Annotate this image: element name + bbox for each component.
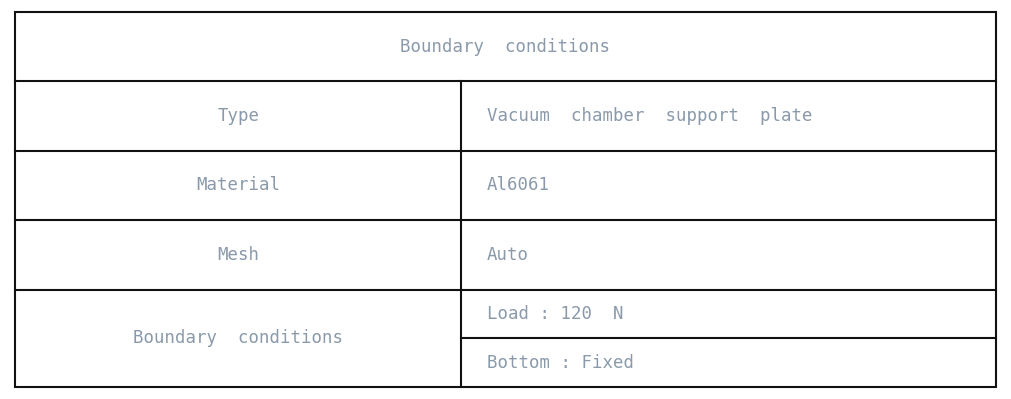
Text: Vacuum  chamber  support  plate: Vacuum chamber support plate	[486, 107, 812, 125]
Text: Boundary  conditions: Boundary conditions	[133, 329, 344, 347]
Text: Material: Material	[196, 176, 280, 194]
Text: Bottom : Fixed: Bottom : Fixed	[486, 354, 634, 371]
Text: Boundary  conditions: Boundary conditions	[400, 38, 611, 56]
Text: Load : 120  N: Load : 120 N	[486, 305, 623, 323]
Text: Auto: Auto	[486, 246, 529, 264]
Text: Mesh: Mesh	[217, 246, 259, 264]
Text: Al6061: Al6061	[486, 176, 550, 194]
Text: Type: Type	[217, 107, 259, 125]
